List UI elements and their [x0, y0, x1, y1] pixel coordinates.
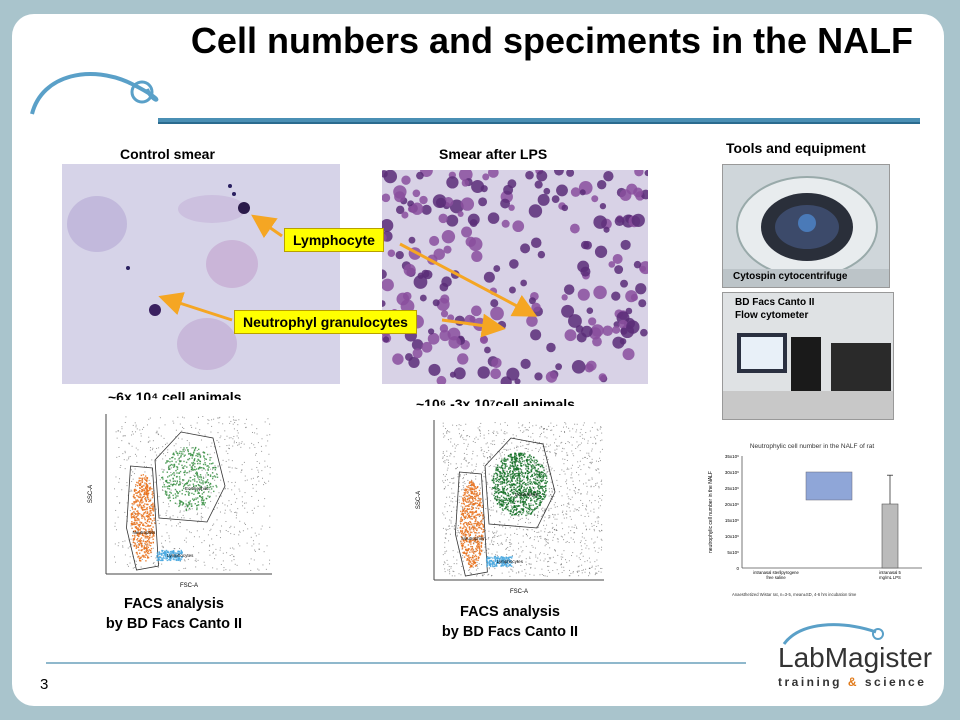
control-smear-caption: Control smear: [120, 146, 215, 162]
footer-line: [46, 662, 746, 664]
facs-gate-neutrophils: Neutrophils: [133, 530, 157, 535]
bar-chart-bar: [881, 503, 899, 569]
facs-gate-neutrophils: Neutrophils: [461, 536, 485, 541]
decorative-swoosh: [30, 72, 159, 115]
facs-x-label: FSC-A: [510, 589, 528, 595]
logo-tagline: training & science: [778, 675, 926, 689]
facs-gate-lymphocytes: Lymphocytes: [497, 559, 524, 564]
lps-smear-image: [382, 170, 648, 384]
bar-chart-title: Neutrophylic cell number in the NALF of …: [750, 443, 874, 450]
bar-chart-ytick: 15x10⁶: [725, 518, 739, 523]
cytospin-photo: Cytospin cytocentrifuge: [722, 164, 890, 288]
page-number: 3: [40, 676, 49, 693]
facs-caption-middle: FACS analysis by BD Facs Canto II: [410, 602, 610, 642]
bar-chart-ytick: 30x10⁶: [725, 470, 739, 475]
logo-tag-left: training: [778, 675, 842, 689]
logo-swoosh: [782, 623, 884, 645]
facs-caption-left-line2: by BD Facs Canto II: [105, 616, 243, 632]
logo-tag-right: science: [864, 675, 927, 689]
bar-chart-category: mg/mL LPS: [879, 575, 901, 580]
bar-chart-ytick: 25x10⁶: [725, 486, 739, 491]
facs-caption-left-line1: FACS analysis: [124, 596, 224, 612]
bar-chart-category: intranasal 5: [879, 570, 901, 575]
title-underline: [158, 118, 920, 124]
bar-chart-ylabel: neutrophylic cell number in the NALF: [708, 471, 714, 553]
bar-chart-ytick: 20x10⁶: [725, 502, 739, 507]
facs-gate-other: Eosinophils: [515, 492, 539, 497]
lps-smear-caption: Smear after LPS: [439, 146, 548, 162]
bar-chart-ytick: 10x10⁶: [725, 534, 739, 539]
facs-gate-other: Eosinophils: [185, 486, 209, 491]
logo-name: LabMagister: [778, 642, 933, 673]
bar-chart-ytick: 5x10⁶: [727, 550, 739, 555]
facs-canto-photo: BD Facs Canto II Flow cytometer: [722, 292, 894, 420]
bar-chart-inset-photo: [805, 471, 853, 501]
bar-chart-category: intranasal sterilpyrogene: [753, 570, 799, 575]
facs-plot-control: SSC-A FSC-A Neutrophils Eosinophils Lymphocy…: [84, 400, 280, 590]
facs-y-label: SSC-A: [88, 485, 94, 503]
bar-chart-footnote: Anaesthetized Wistar rat, n=3-5, mean±SD…: [732, 592, 857, 597]
neutrophil-bar-chart: Neutrophylic cell number in the NALF of …: [708, 443, 922, 597]
facs-x-label: FSC-A: [180, 583, 198, 589]
neutrophyl-label: Neutrophyl granulocytes: [234, 310, 417, 334]
bar-chart-category: free saline: [766, 575, 786, 580]
annotation-arrows: [158, 214, 538, 338]
cytospin-label: Cytospin cytocentrifuge: [733, 271, 848, 282]
slide: Cell numbers and speciments in the NALF …: [12, 14, 944, 706]
facs-caption-middle-line1: FACS analysis: [460, 604, 560, 620]
facs-caption-left: FACS analysis by BD Facs Canto II: [74, 594, 274, 634]
lymphocyte-label: Lymphocyte: [284, 228, 384, 252]
facs-plot-lps: SSC-A FSC-A Neutrophils Eosinophils Lymphocy…: [412, 406, 612, 596]
bar-chart-ytick: 35x10⁶: [725, 454, 739, 459]
logo-tag-amp: &: [847, 675, 860, 689]
bar-chart-ytick: 0: [736, 566, 739, 571]
facs-canto-label-1: BD Facs Canto II: [735, 297, 815, 308]
tools-heading: Tools and equipment: [726, 140, 866, 156]
facs-gate-lymphocytes: Lymphocytes: [167, 553, 194, 558]
control-smear-image: [62, 164, 340, 384]
facs-caption-middle-line2: by BD Facs Canto II: [441, 624, 579, 640]
facs-y-label: SSC-A: [416, 491, 422, 509]
page-title: Cell numbers and speciments in the NALF: [190, 20, 914, 61]
facs-canto-label-2: Flow cytometer: [735, 310, 809, 321]
